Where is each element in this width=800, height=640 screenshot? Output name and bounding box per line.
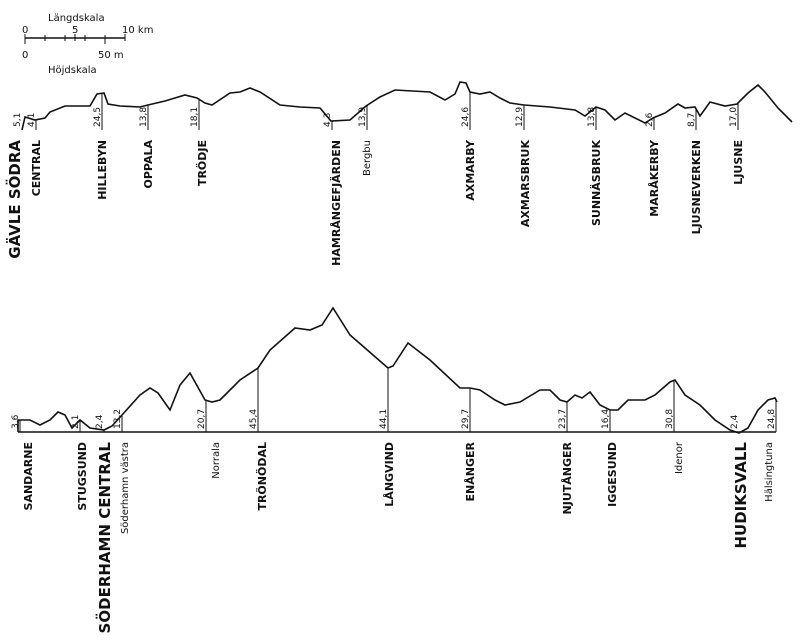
distance-label: 13,2 — [113, 409, 123, 429]
station-name: ENÅNGER — [464, 441, 477, 501]
profile-bottom: 3,6 SANDARNE 2,1 STUGSUND 2,4 SÖDERHAMN CENTR… — [11, 306, 778, 634]
station-name: TRÖDJE — [195, 140, 209, 186]
station-name: STUGSUND — [76, 442, 89, 511]
length-tick: 5 — [72, 25, 78, 36]
station-name: Söderhamn västra — [120, 442, 131, 534]
distance-label: 44,1 — [379, 409, 389, 429]
length-tick: 0 — [22, 25, 28, 36]
station-name: LJUSNE — [732, 140, 745, 185]
distance-label: 2,4 — [95, 414, 105, 429]
distance-label: 13,8 — [139, 107, 149, 127]
height-scale-title: Höjdskala — [48, 65, 97, 76]
distance-label: 17,0 — [729, 107, 739, 127]
station-name: HAMRÅNGEFJÄRDEN — [329, 140, 343, 266]
station-name: GÄVLE SÖDRA — [5, 140, 24, 259]
distance-label: 29,7 — [461, 409, 471, 429]
distance-label: 2,6 — [645, 112, 655, 127]
distance-label: 23,7 — [558, 409, 568, 429]
elevation-profile — [17, 306, 778, 434]
distance-label: 13,9 — [358, 107, 368, 127]
distance-label: 2,1 — [71, 415, 81, 429]
station-name: LÅNGVIND — [383, 442, 396, 507]
elevation-profile — [21, 81, 793, 131]
station-name: AXMARBY — [464, 139, 477, 201]
distance-label: 8,7 — [687, 113, 697, 127]
distance-label: 24,6 — [461, 107, 471, 127]
scale: Längdskala 0 5 10 km 0 50 m Höjdskala — [22, 13, 153, 76]
station-name: SUNNÄSBRUK — [589, 140, 603, 226]
distance-label: 30,8 — [665, 409, 675, 429]
profile-top: 5,1 GÄVLE SÖDRA 4,1 CENTRAL 24,5 HILLEBYN 13,8… — [5, 81, 793, 266]
station-name: IGGESUND — [606, 442, 619, 507]
station-name: HUDIKSVALL — [732, 442, 750, 549]
station-name: MARÅKERBY — [648, 139, 661, 217]
station-name: Norrala — [211, 442, 222, 479]
station-name: SÖDERHAMN CENTRAL — [95, 442, 114, 634]
distance-label: 24,8 — [767, 409, 777, 429]
distance-label: 4,1 — [27, 113, 37, 127]
station-name: NJUTÅNGER — [561, 441, 574, 514]
distance-label: 2,4 — [730, 414, 740, 429]
distance-label: 3,6 — [11, 414, 21, 429]
distance-label: 12,9 — [515, 107, 525, 127]
distance-label: 4,3 — [323, 113, 333, 127]
distance-label: 5,1 — [13, 113, 23, 127]
station-name: OPPALA — [142, 140, 155, 189]
distance-label: 13,8 — [587, 107, 597, 127]
distance-label: 16,4 — [601, 409, 611, 429]
distance-label: 20,7 — [197, 409, 207, 429]
station-name: CENTRAL — [30, 140, 43, 196]
station-name: Bergbu — [362, 140, 373, 176]
station-name: SANDARNE — [22, 442, 35, 510]
distance-label: 24,5 — [93, 107, 103, 127]
distance-label: 18,1 — [190, 107, 200, 127]
station-name: Hälsingtuna — [764, 442, 775, 502]
height-tick: 0 — [22, 50, 28, 61]
station-name: TRÖNÖDAL — [255, 442, 269, 511]
length-scale-title: Längdskala — [48, 13, 105, 24]
station-name: Idenor — [674, 441, 685, 474]
station-name: LJUSNEVERKEN — [690, 140, 703, 234]
station-name: AXMARSBRUK — [519, 140, 532, 228]
length-tick: 10 km — [122, 25, 153, 36]
station-name: HILLEBYN — [96, 140, 109, 200]
height-tick: 50 m — [98, 50, 124, 61]
distance-label: 45,4 — [249, 409, 259, 429]
